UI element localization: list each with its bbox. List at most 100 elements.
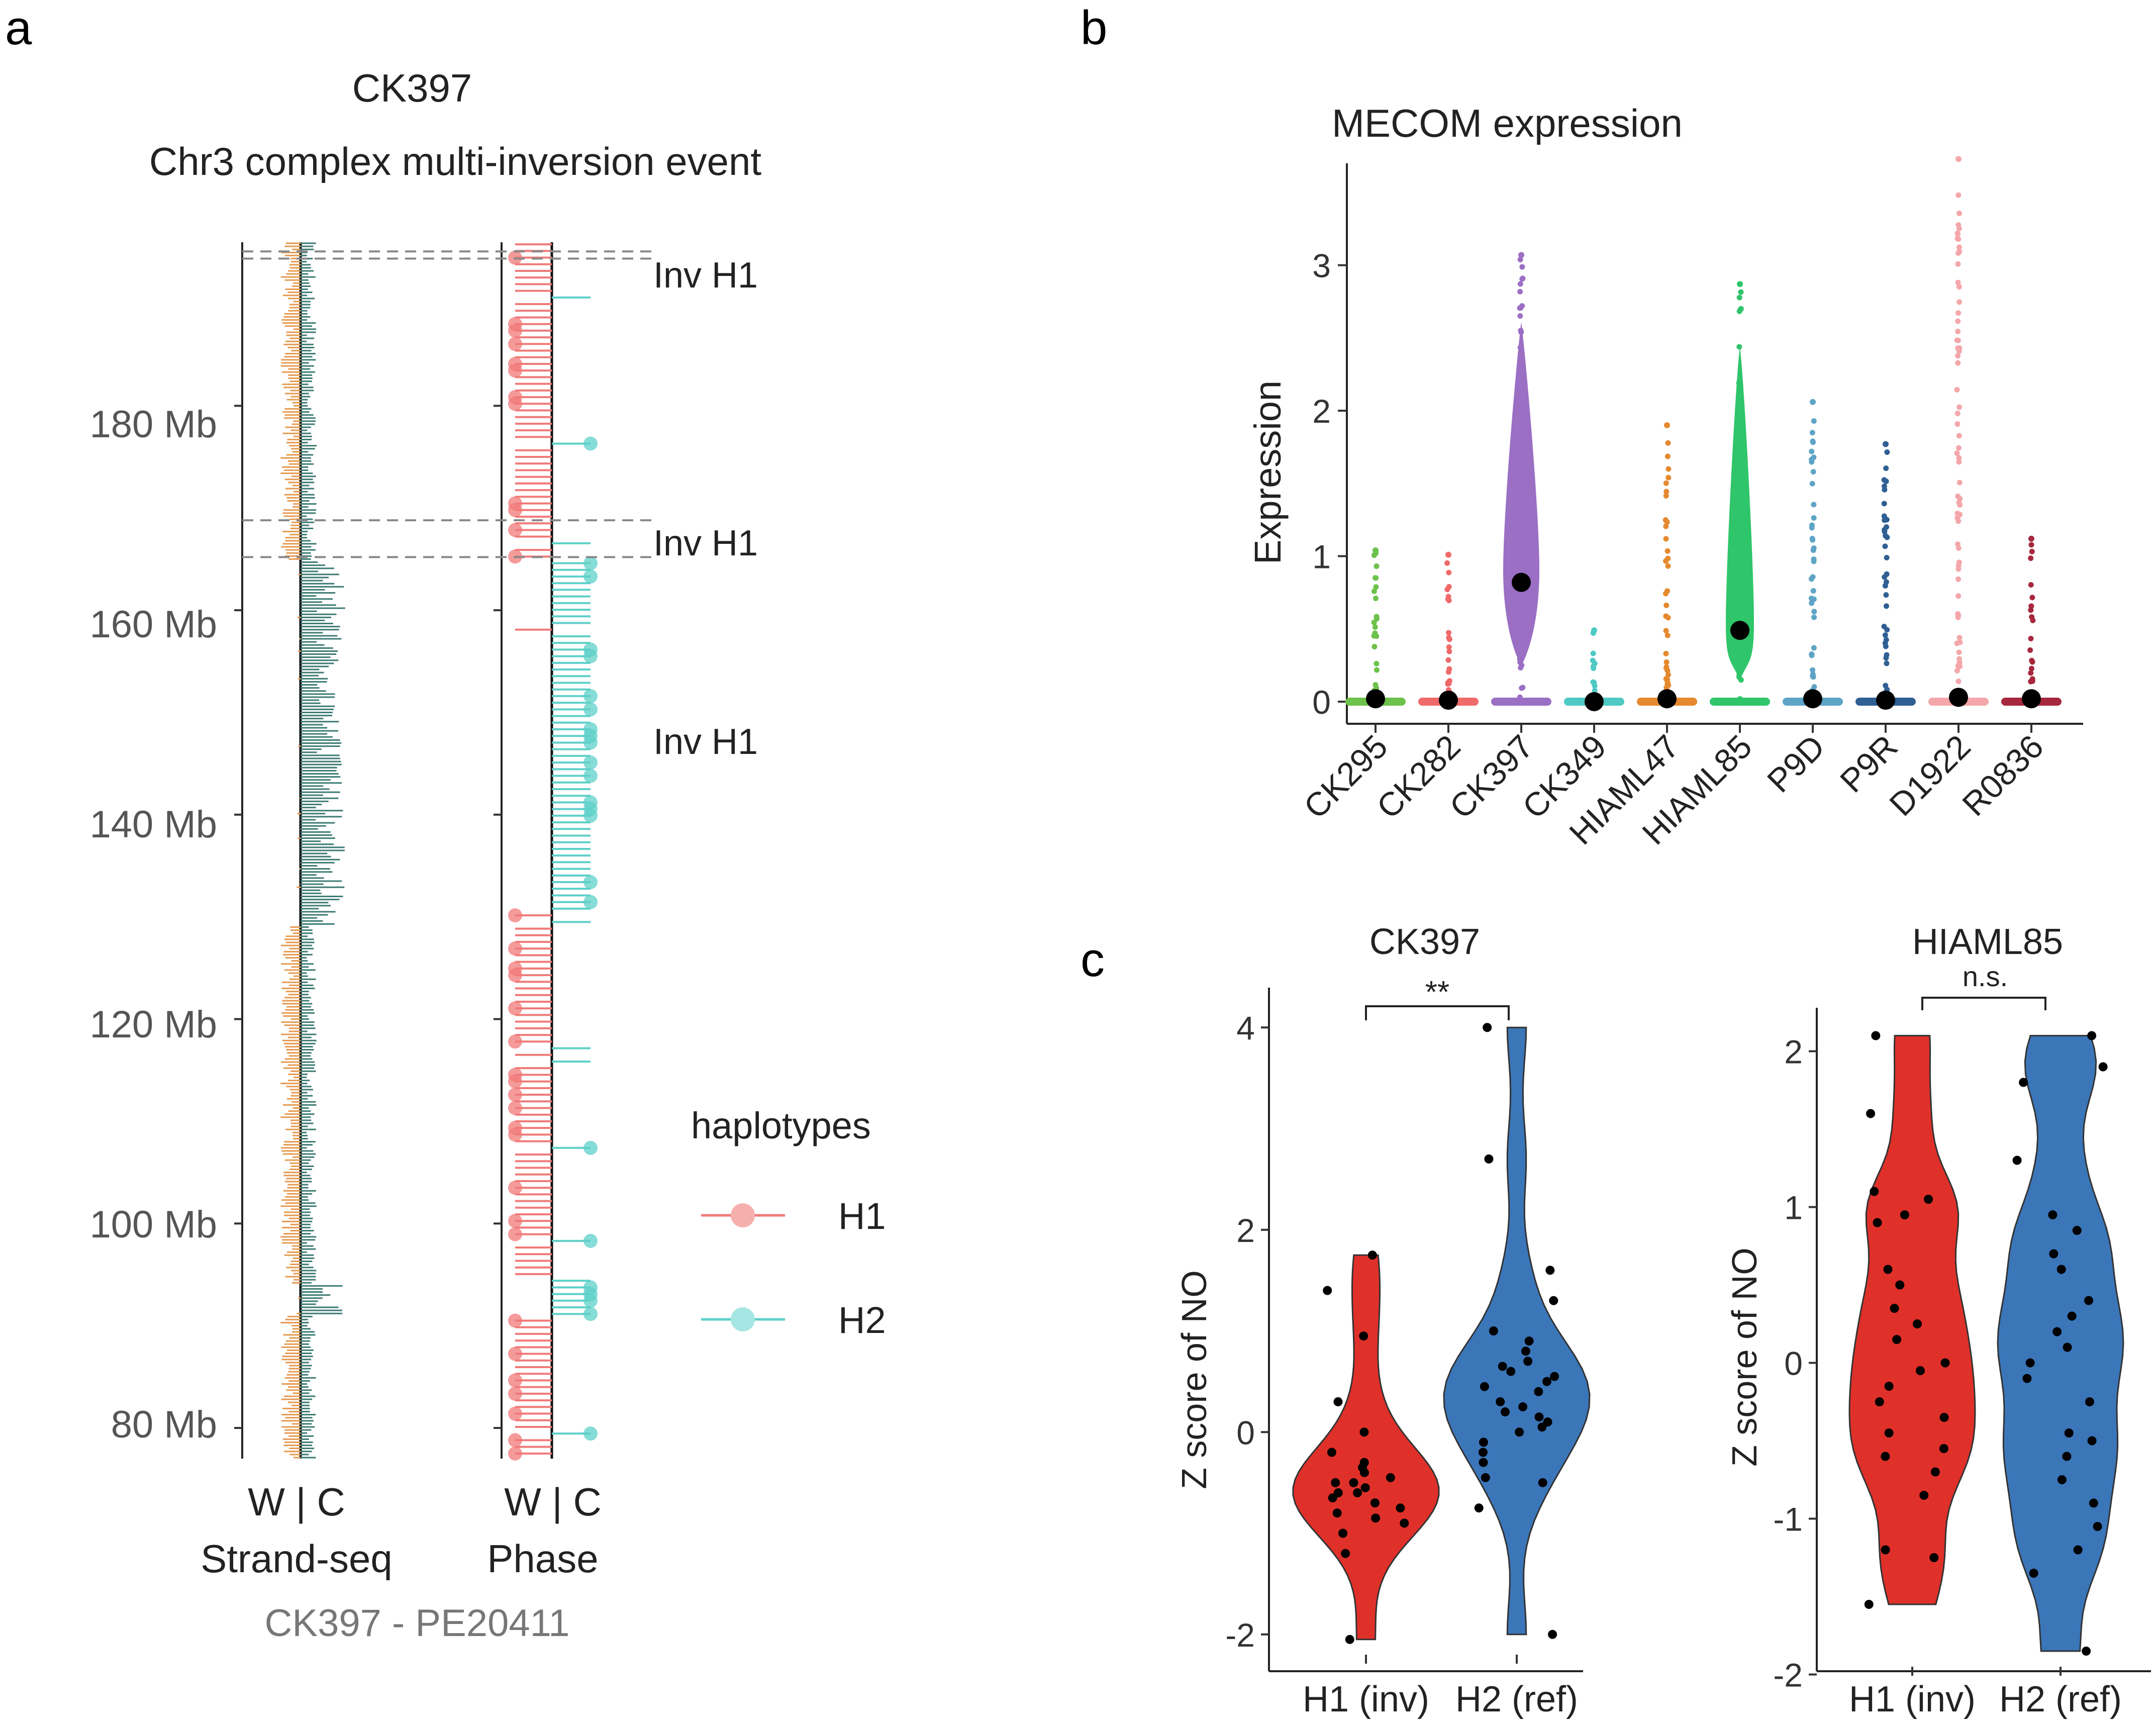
data-point [1479, 1438, 1488, 1447]
phase-track [508, 243, 598, 1461]
expression-point [1371, 619, 1377, 625]
mean-point [1730, 621, 1749, 640]
data-point [1939, 1413, 1949, 1422]
expression-point [1664, 453, 1671, 459]
data-point [1870, 1187, 1879, 1196]
y-tick-label: 2 [1784, 1033, 1803, 1071]
expression-point [1956, 649, 1962, 655]
data-point [1353, 1488, 1362, 1497]
phase-h1-dot [508, 1068, 522, 1082]
data-point [1549, 1296, 1558, 1305]
expression-point [1956, 433, 1962, 439]
expression-point [1735, 417, 1741, 423]
expression-point [1662, 591, 1669, 597]
expression-point [1810, 574, 1816, 580]
data-point [1360, 1483, 1370, 1492]
data-point [2087, 1031, 2097, 1040]
expression-point [1809, 448, 1815, 454]
phase-h1-dot [508, 1227, 522, 1241]
expression-point [1882, 483, 1888, 489]
expression-point [1520, 275, 1526, 281]
data-point [1866, 1109, 1876, 1118]
data-point [1884, 1428, 1894, 1438]
y-tick-label: -2 [1225, 1616, 1255, 1654]
track-label-phase: W | C [504, 1480, 602, 1524]
y-tick-label: -1 [1773, 1501, 1803, 1538]
expression-point [1955, 318, 1961, 324]
phase-h2-dot [583, 436, 598, 451]
data-point [1371, 1513, 1381, 1523]
inv-label: Inv H1 [653, 523, 758, 563]
y-tick-label: 0 [1312, 684, 1331, 721]
expression-point [1665, 440, 1671, 446]
data-point [1478, 1448, 1488, 1457]
expression-point [1811, 609, 1817, 615]
phase-h1-dot [508, 908, 522, 923]
phase-h1-dot [508, 357, 522, 371]
expression-point [1663, 650, 1669, 656]
data-point [1345, 1635, 1354, 1644]
data-point [1489, 1326, 1498, 1335]
expression-point [1517, 281, 1523, 287]
panel-c-right-violins [1848, 1035, 2124, 1676]
data-point [1895, 1280, 1905, 1290]
panel-c-right: HIAML85 Z score of NO -2 -1 0 1 2 n.s. H1 (i… [1725, 922, 2151, 1719]
data-point [1359, 1468, 1369, 1477]
data-point [1900, 1210, 1909, 1219]
expression-point [1884, 652, 1890, 658]
data-point [2062, 1452, 2072, 1461]
panel-c-left-y-label: Z score of NO [1174, 1270, 1214, 1489]
expression-point [1664, 667, 1671, 674]
expression-point [1517, 374, 1523, 380]
data-point [1328, 1493, 1337, 1503]
expression-point [1520, 427, 1526, 433]
expression-point [1956, 210, 1963, 216]
expression-point [1955, 576, 1962, 582]
data-point [1518, 1402, 1528, 1411]
data-point [2093, 1522, 2102, 1531]
data-point [2082, 1647, 2091, 1656]
expression-point [1446, 630, 1452, 636]
significance-label: n.s. [1963, 961, 2008, 992]
expression-point [1811, 558, 1817, 564]
expression-point [1955, 593, 1962, 599]
data-point [1550, 1372, 1559, 1381]
expression-point [2028, 679, 2034, 685]
panel-c-right-y-label: Z score of NO [1725, 1248, 1764, 1467]
expression-point [1736, 674, 1742, 680]
expression-point [1955, 545, 1962, 551]
expression-point [1446, 666, 1452, 672]
phase-h1-dot [508, 941, 522, 956]
expression-point [1736, 697, 1742, 703]
y-tick-label: 160 Mb [90, 603, 218, 646]
expression-point [2029, 659, 2035, 665]
expression-point [1956, 284, 1962, 290]
panel-b: b MECOM expression Expression 0 1 2 3 CK295… [1081, 1, 2083, 851]
y-tick-label: 2 [1312, 393, 1331, 430]
panel-a: a CK397 Chr3 complex multi-inversion eve… [5, 1, 886, 1645]
expression-point [1738, 611, 1744, 617]
expression-point [1881, 501, 1887, 507]
phase-h1-dot [508, 1001, 522, 1016]
expression-point [1520, 685, 1526, 691]
expression-point [1446, 648, 1452, 654]
data-point [1930, 1467, 1940, 1477]
expression-max-point [1737, 281, 1743, 288]
expression-point [1371, 644, 1378, 650]
expression-point [1663, 493, 1669, 499]
expression-point [1883, 478, 1889, 485]
expression-point [1883, 533, 1889, 539]
expression-point [2028, 603, 2034, 609]
expression-point [1663, 659, 1670, 665]
expression-point [1955, 563, 1962, 569]
data-point [1331, 1478, 1340, 1487]
x-tick-label: H2 (ref) [1455, 1679, 1578, 1719]
expression-point [1811, 684, 1817, 690]
data-point [1370, 1498, 1380, 1508]
data-point [1367, 1251, 1377, 1260]
panel-b-title: MECOM expression [1332, 101, 1683, 145]
significance-bracket [1921, 997, 2046, 1010]
expression-point [1882, 574, 1888, 580]
phase-h1-dot [508, 1034, 522, 1049]
